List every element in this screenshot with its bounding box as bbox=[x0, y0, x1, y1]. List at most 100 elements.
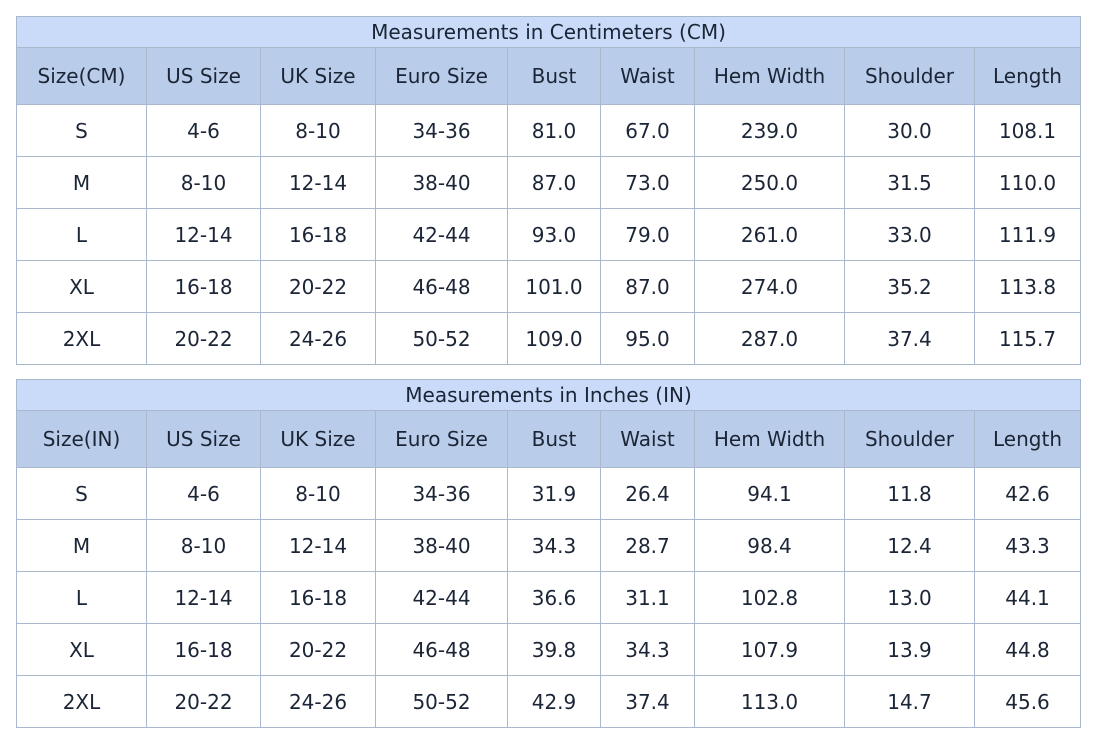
cell: 107.9 bbox=[694, 623, 845, 676]
cell: 43.3 bbox=[973, 519, 1082, 572]
cell: 98.4 bbox=[694, 519, 845, 572]
title-row: Measurements in Inches (IN) bbox=[15, 379, 1082, 411]
cell: 42.6 bbox=[973, 467, 1082, 520]
cell: 13.9 bbox=[844, 623, 975, 676]
column-header: Bust bbox=[507, 47, 601, 105]
column-header: Euro Size bbox=[375, 47, 508, 105]
column-header: Hem Width bbox=[694, 410, 845, 468]
cell: 12-14 bbox=[146, 208, 261, 261]
cell: 46-48 bbox=[375, 623, 508, 676]
cell: 8-10 bbox=[260, 104, 376, 157]
cell: 24-26 bbox=[260, 312, 376, 365]
cell: 94.1 bbox=[694, 467, 845, 520]
cell: 44.1 bbox=[973, 571, 1082, 624]
title-row: Measurements in Centimeters (CM) bbox=[16, 16, 1081, 48]
cell: 38-40 bbox=[375, 156, 508, 209]
cell: M bbox=[16, 519, 147, 572]
column-header: UK Size bbox=[260, 410, 376, 468]
data-row: M 8-10 12-14 38-40 87.0 73.0 250.0 31.5 110.0 bbox=[16, 156, 1081, 209]
cell: 39.8 bbox=[507, 623, 601, 676]
cell: 8-10 bbox=[260, 467, 376, 520]
cell: 34-36 bbox=[375, 104, 508, 157]
cell: 28.7 bbox=[600, 519, 695, 572]
cell: 37.4 bbox=[600, 675, 695, 728]
cell: 113.8 bbox=[974, 260, 1081, 313]
column-header: Bust bbox=[507, 410, 601, 468]
cell: 81.0 bbox=[507, 104, 601, 157]
cell: M bbox=[16, 156, 147, 209]
cell: 50-52 bbox=[375, 312, 508, 365]
cell: 93.0 bbox=[507, 208, 601, 261]
cell: 31.9 bbox=[507, 467, 601, 520]
cell: 45.6 bbox=[973, 675, 1082, 728]
cell: 37.4 bbox=[844, 312, 975, 365]
cell: 50-52 bbox=[375, 675, 508, 728]
cell: XL bbox=[16, 260, 147, 313]
cell: 34-36 bbox=[375, 467, 508, 520]
cell: 109.0 bbox=[507, 312, 601, 365]
cell: 20-22 bbox=[260, 260, 376, 313]
cell: 16-18 bbox=[260, 571, 376, 624]
cell: 24-26 bbox=[260, 675, 376, 728]
cell: 87.0 bbox=[507, 156, 601, 209]
column-header: Waist bbox=[600, 410, 695, 468]
cell: 95.0 bbox=[600, 312, 695, 365]
header-row: Size(CM) US Size UK Size Euro Size Bust Waist… bbox=[16, 47, 1081, 105]
cell: 115.7 bbox=[974, 312, 1081, 365]
data-row: L 12-14 16-18 42-44 93.0 79.0 261.0 33.0 111.9 bbox=[16, 208, 1081, 261]
size-table: Measurements in Centimeters (CM) Size(CM)… bbox=[16, 16, 1081, 365]
cell: 4-6 bbox=[146, 104, 261, 157]
cell: 16-18 bbox=[146, 623, 261, 676]
cell: 102.8 bbox=[694, 571, 845, 624]
cell: 14.7 bbox=[844, 675, 975, 728]
cell: 38-40 bbox=[375, 519, 508, 572]
cell: XL bbox=[16, 623, 147, 676]
cell: 101.0 bbox=[507, 260, 601, 313]
cell: 12-14 bbox=[260, 156, 376, 209]
cell: 36.6 bbox=[507, 571, 601, 624]
cell: 13.0 bbox=[844, 571, 975, 624]
cell: 87.0 bbox=[600, 260, 695, 313]
column-header: Hem Width bbox=[694, 47, 845, 105]
cell: 30.0 bbox=[844, 104, 975, 157]
size-table: Measurements in Inches (IN) Size(IN) US Si… bbox=[15, 379, 1082, 728]
cell: 31.1 bbox=[600, 571, 695, 624]
cell: 46-48 bbox=[375, 260, 508, 313]
column-header: Shoulder bbox=[844, 47, 975, 105]
cell: 2XL bbox=[16, 312, 147, 365]
cell: 12-14 bbox=[146, 571, 261, 624]
cell: 12.4 bbox=[844, 519, 975, 572]
cell: 42-44 bbox=[375, 208, 508, 261]
cell: 20-22 bbox=[146, 675, 261, 728]
cell: 31.5 bbox=[844, 156, 975, 209]
cell: 111.9 bbox=[974, 208, 1081, 261]
cell: 26.4 bbox=[600, 467, 695, 520]
column-header: UK Size bbox=[260, 47, 376, 105]
cell: 8-10 bbox=[146, 156, 261, 209]
cell: 8-10 bbox=[146, 519, 261, 572]
column-header: Length bbox=[973, 410, 1082, 468]
column-header: Shoulder bbox=[844, 410, 975, 468]
cell: 42.9 bbox=[507, 675, 601, 728]
column-header: US Size bbox=[146, 410, 261, 468]
data-row: XL 16-18 20-22 46-48 101.0 87.0 274.0 35.2 113.8 bbox=[16, 260, 1081, 313]
cell: 34.3 bbox=[507, 519, 601, 572]
cell: 73.0 bbox=[600, 156, 695, 209]
cell: 79.0 bbox=[600, 208, 695, 261]
cell: 239.0 bbox=[694, 104, 845, 157]
data-row: L 12-14 16-18 42-44 36.6 31.1 102.8 13.0 44.1 bbox=[16, 571, 1082, 624]
cell: 287.0 bbox=[694, 312, 845, 365]
cell: 44.8 bbox=[973, 623, 1082, 676]
column-header: Waist bbox=[600, 47, 695, 105]
cell: 11.8 bbox=[844, 467, 975, 520]
cell: L bbox=[16, 571, 147, 624]
cell: 20-22 bbox=[146, 312, 261, 365]
cell: 34.3 bbox=[600, 623, 695, 676]
table-title: Measurements in Inches (IN) bbox=[15, 379, 1082, 411]
cell: S bbox=[16, 104, 147, 157]
cell: 274.0 bbox=[694, 260, 845, 313]
cell: 16-18 bbox=[146, 260, 261, 313]
cell: L bbox=[16, 208, 147, 261]
header-row: Size(IN) US Size UK Size Euro Size Bust Waist… bbox=[16, 410, 1082, 468]
